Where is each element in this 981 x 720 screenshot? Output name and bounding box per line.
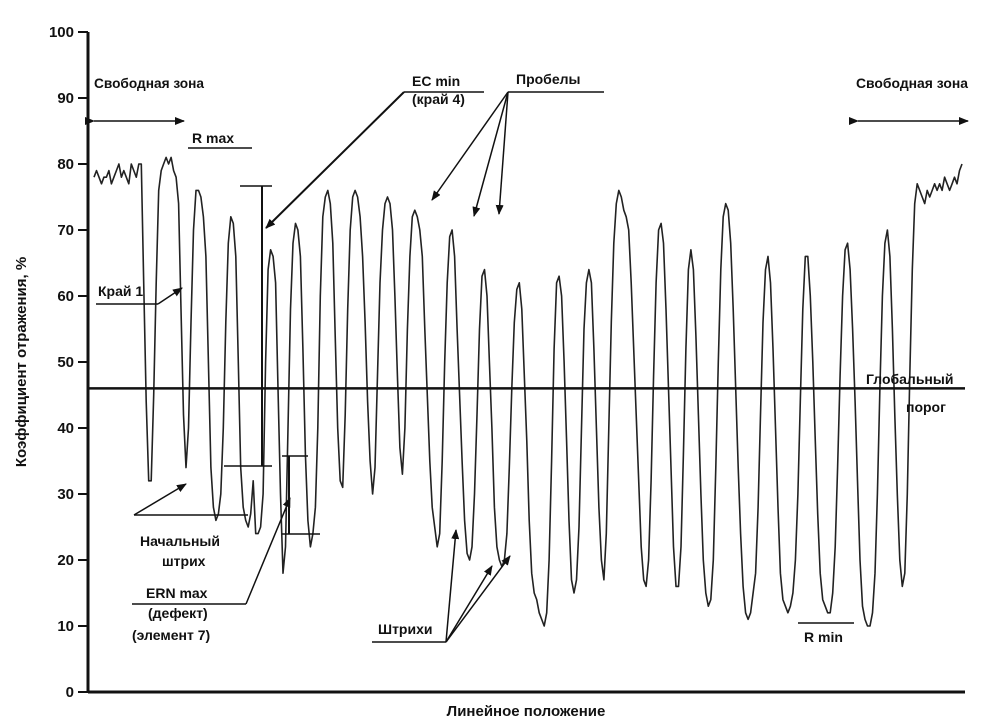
ern-max-element-label: (элемент 7) <box>132 627 210 643</box>
global-threshold-label: Глобальный <box>866 371 953 387</box>
spaces-label: Пробелы <box>516 71 580 87</box>
spaces-arrow-3 <box>495 91 509 215</box>
ec-min-sub-label: (край 4) <box>412 91 465 107</box>
ern-max-leader <box>245 497 291 605</box>
y-ticks: 0 10 20 30 40 50 60 70 80 90 100 <box>49 24 88 701</box>
bars-arrow-3 <box>445 555 511 643</box>
bars-arrow-1 <box>445 529 460 643</box>
x-axis-label: Линейное положение <box>447 703 606 720</box>
r-min-label: R min <box>804 629 843 645</box>
start-bar-label: Начальный <box>140 533 220 549</box>
free-zone-left-label: Свободная зона <box>94 75 204 91</box>
start-bar-leader <box>133 483 187 516</box>
start-bar-sub-label: штрих <box>162 553 206 569</box>
y-axis-label: Коэффициент отражения, % <box>13 257 30 467</box>
y-tick-label: 0 <box>66 684 74 701</box>
spaces-arrow-2 <box>472 91 509 217</box>
edge1-leader <box>157 287 183 305</box>
y-tick-label: 30 <box>57 486 74 503</box>
bars-arrow-2 <box>445 565 493 643</box>
bars-label: Штрихи <box>378 621 432 637</box>
free-zone-right-label: Свободная зона <box>856 75 968 91</box>
y-tick-label: 80 <box>57 156 74 173</box>
y-tick-label: 70 <box>57 222 74 239</box>
y-tick-label: 90 <box>57 90 74 107</box>
ec-min-label: EC min <box>412 73 460 89</box>
y-tick-label: 20 <box>57 552 74 569</box>
ern-max-sub-label: (дефект) <box>148 605 208 621</box>
ec-min-leader <box>265 91 405 229</box>
global-threshold-sub-label: порог <box>906 399 946 415</box>
y-tick-label: 60 <box>57 288 74 305</box>
edge1-label: Край 1 <box>98 283 143 299</box>
y-tick-label: 10 <box>57 618 74 635</box>
reflectance-series-line <box>93 156 963 627</box>
spaces-arrow-1 <box>431 91 509 201</box>
y-tick-label: 100 <box>49 24 74 41</box>
ern-max-label: ERN max <box>146 585 208 601</box>
y-tick-label: 40 <box>57 420 74 437</box>
y-tick-label: 50 <box>57 354 74 371</box>
r-max-label: R max <box>192 130 234 146</box>
